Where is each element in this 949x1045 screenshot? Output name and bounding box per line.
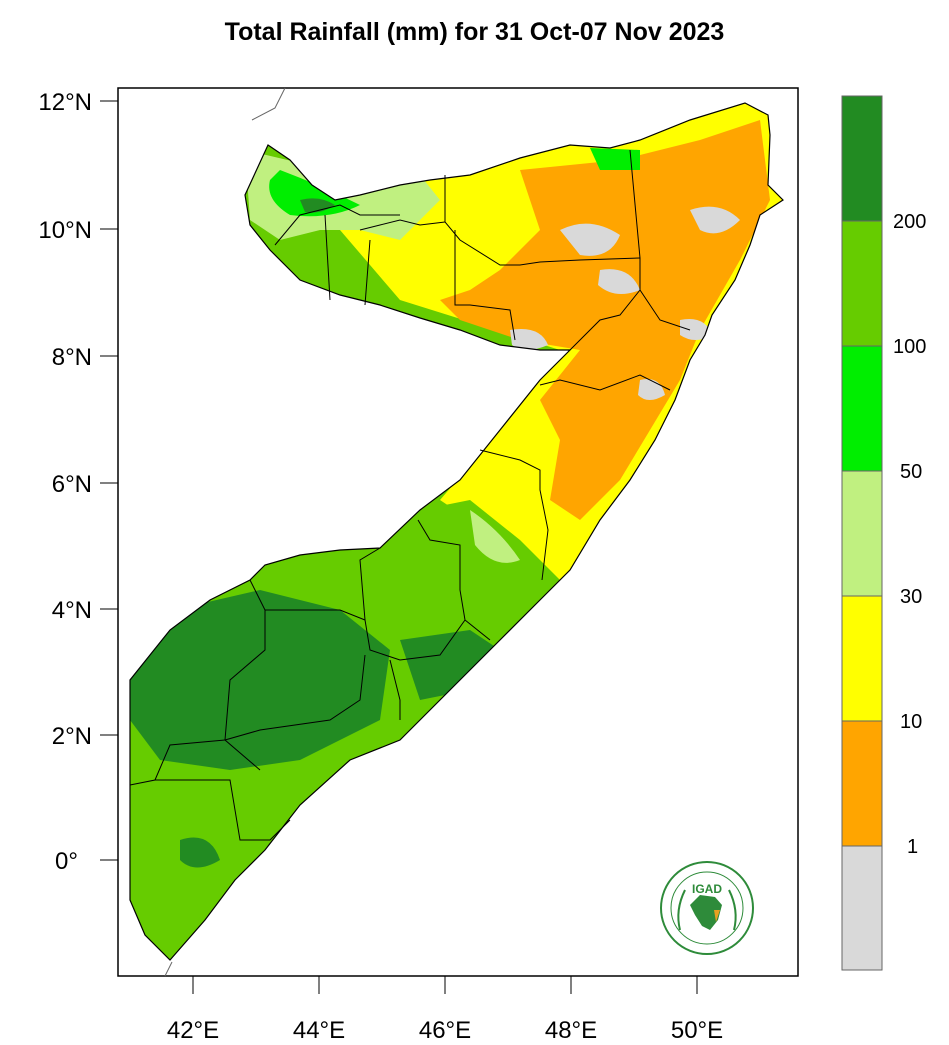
rainfall-zone-below-1 (560, 223, 620, 256)
colorbar-label: 50 (900, 461, 922, 483)
y-tick-label: 0° (55, 848, 78, 875)
rainfall-zone-above-200 (180, 837, 220, 868)
rainfall-zone-below-1 (680, 319, 712, 340)
colorbar-bin (841, 470, 883, 597)
rainfall-zone-50-100 (590, 148, 640, 170)
y-tick-label: 8°N (52, 344, 92, 371)
y-tick-label: 4°N (52, 597, 92, 624)
colorbar-label: 30 (900, 586, 922, 608)
neighbour-border (251, 87, 286, 121)
x-tick-label: 48°E (545, 1017, 597, 1044)
x-tick-label: 46°E (419, 1017, 471, 1044)
rainfall-zone-above-200 (130, 590, 390, 770)
rainfall-zone-below-1 (510, 329, 548, 350)
colorbar (841, 95, 883, 971)
map-title: Total Rainfall (mm) for 31 Oct-07 Nov 20… (224, 18, 725, 46)
colorbar-bin (841, 345, 883, 472)
country-outline (129, 102, 784, 961)
igad-logo-text: IGAD (692, 882, 722, 896)
x-tick-label: 42°E (167, 1017, 219, 1044)
y-tick-label: 2°N (52, 723, 92, 750)
y-tick-label: 6°N (52, 471, 92, 498)
colorbar-bin (841, 845, 883, 971)
colorbar-bin (841, 95, 883, 222)
x-tick-label: 44°E (293, 1017, 345, 1044)
y-axis: 12°N 10°N 8°N 6°N 4°N 2°N 0° (38, 89, 118, 875)
rainfall-zone-30-50 (470, 510, 520, 563)
neighbour-border (164, 961, 173, 977)
regional-boundaries (129, 149, 691, 841)
rainfall-zone-50-100 (269, 170, 360, 217)
x-tick-label: 50°E (671, 1017, 723, 1044)
rainfall-zone-above-200 (300, 198, 335, 213)
colorbar-bin (841, 720, 883, 847)
colorbar-bin (841, 595, 883, 722)
rainfall-zone-below-1 (690, 206, 740, 234)
y-tick-label: 10°N (38, 217, 92, 244)
colorbar-label: 200 (893, 211, 926, 233)
rainfall-zone-100-200 (380, 500, 560, 660)
rainfall-zone-below-1 (598, 269, 640, 294)
colorbar-bin (841, 220, 883, 347)
y-tick-label: 12°N (38, 89, 92, 116)
colorbar-label: 10 (900, 711, 922, 733)
colorbar-label: 1 (907, 836, 918, 858)
igad-logo-icon (660, 861, 754, 955)
rainfall-zone-1-10 (440, 120, 770, 520)
colorbar-label: 100 (893, 336, 926, 358)
x-axis: 42°E 44°E 46°E 48°E 50°E (167, 976, 723, 1044)
